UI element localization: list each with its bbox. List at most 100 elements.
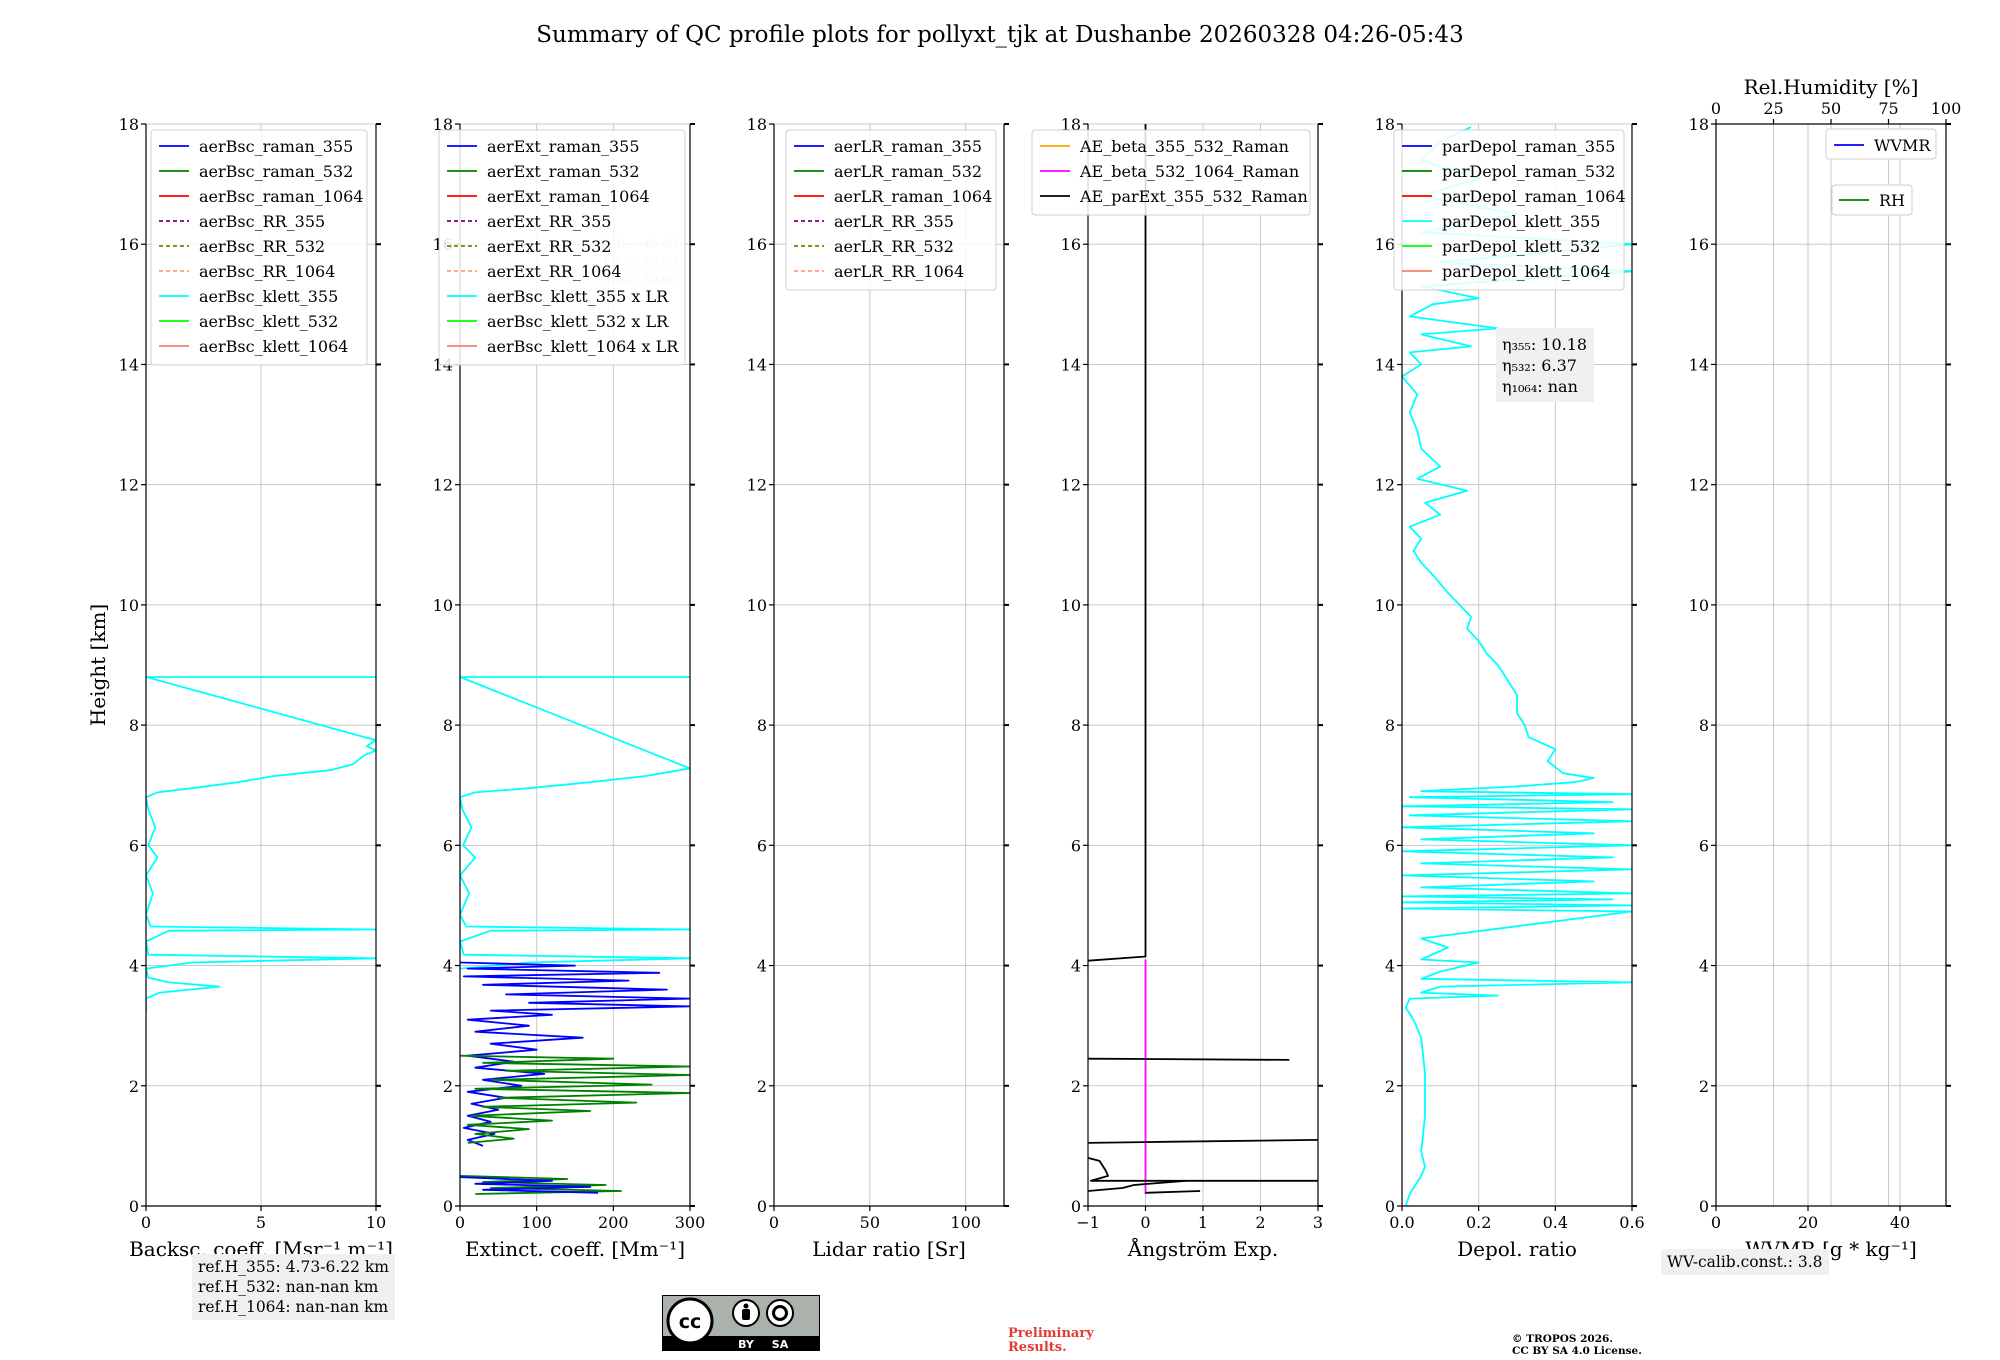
y-tick-label: 2 [1699, 1077, 1709, 1096]
y-tick-label: 14 [1689, 355, 1709, 374]
legend-label: RH [1879, 191, 1905, 210]
panel-5: 0 2 4 6 8 10 12 14 16 18 0.0 0.2 0.4 0.6 Depol. ratio p… [1375, 115, 1645, 1261]
legend-box [1031, 129, 1311, 216]
panel-2: 0246810121416180100200300Extinct. coeff.… [433, 115, 706, 1261]
series-aerBsc_klett_355 x LR [460, 676, 690, 970]
eta-annotation: η₃₅₅: 10.18 η₅₃₂: 6.37 η₁₀₆₄: nan [1496, 328, 1594, 402]
legend-label: parDepol_klett_1064 [1442, 262, 1611, 281]
x-tick-label: 0.0 [1389, 1213, 1414, 1232]
legend-label: aerExt_raman_532 [487, 162, 640, 181]
legend-label: parDepol_klett_355 [1442, 212, 1600, 231]
cc-by-sa-badge: cc BY SA [662, 1295, 820, 1351]
y-tick-label: 16 [747, 235, 767, 254]
series-aerExt_raman_532_low [460, 1175, 622, 1195]
y-tick-label: 8 [757, 716, 767, 735]
y-tick-label: 6 [1071, 836, 1081, 855]
legend-label: parDepol_raman_532 [1442, 162, 1615, 181]
x-tick-label: 3 [1313, 1213, 1323, 1232]
y-tick-label: 12 [747, 476, 767, 495]
top-x-tick-label: 50 [1821, 99, 1841, 118]
legend-rh: RH [1831, 184, 1913, 216]
legend: aerBsc_raman_355 aerBsc_raman_532 aerBsc_r… [150, 129, 368, 366]
legend-label: aerBsc_klett_532 [199, 312, 338, 331]
panel-3: 0 2 4 6 8 10 12 14 16 18 0 50 100 Lidar ratio [Sr] aer… [747, 115, 1009, 1261]
y-tick-label: 8 [1385, 716, 1395, 735]
series-aerExt_raman_355_low [460, 1176, 599, 1194]
series-aerExt_raman_532 [460, 1054, 690, 1144]
top-x-tick-label: 100 [1931, 99, 1962, 118]
y-tick-label: 0 [129, 1197, 139, 1216]
legend-box [1825, 128, 1937, 160]
cc-badge-text: cc [679, 1311, 702, 1333]
legend-label: aerExt_RR_355 [487, 212, 611, 231]
cc-badge-sa: SA [772, 1338, 789, 1351]
y-tick-label: 6 [1699, 836, 1709, 855]
legend-label: aerBsc_RR_532 [199, 237, 325, 256]
y-tick-label: 4 [757, 957, 767, 976]
y-tick-label: 6 [757, 836, 767, 855]
y-tick-label: 4 [1071, 957, 1081, 976]
legend-label: aerExt_RR_532 [487, 237, 611, 256]
legend-label: aerBsc_RR_355 [199, 212, 325, 231]
series-AE_parExt_355_532_Raman_c [1088, 1139, 1318, 1144]
top-x-tick-label: 25 [1763, 99, 1783, 118]
y-tick-label: 18 [1689, 115, 1709, 134]
y-tick-label: 14 [1061, 355, 1081, 374]
top-x-tick-label: 75 [1878, 99, 1898, 118]
y-tick-label: 2 [1071, 1077, 1081, 1096]
y-tick-label: 4 [1699, 957, 1709, 976]
cc-badge-by: BY [738, 1338, 755, 1351]
legend: parDepol_raman_355 parDepol_raman_532 parD… [1393, 129, 1626, 291]
legend-label: aerBsc_klett_532 x LR [487, 312, 669, 331]
legend-label: AE_beta_355_532_Raman [1079, 137, 1289, 156]
legend-box [150, 129, 368, 366]
y-tick-label: 4 [129, 957, 139, 976]
series-AE_parExt_355_532_Raman_b [1088, 1057, 1290, 1061]
series-AE_parExt_355_532_Raman_f [1145, 1190, 1201, 1194]
legend-label: aerLR_raman_355 [834, 137, 982, 156]
legend-label: parDepol_raman_1064 [1442, 187, 1626, 206]
legend-label: aerBsc_RR_1064 [199, 262, 335, 281]
y-tick-label: 4 [443, 957, 453, 976]
series-AE_parExt_355_532_Raman [1088, 124, 1147, 962]
legend-label: parDepol_klett_532 [1442, 237, 1600, 256]
y-tick-label: 18 [119, 115, 139, 134]
legend-label: aerBsc_klett_355 [199, 287, 338, 306]
y-tick-label: 16 [119, 235, 139, 254]
y-tick-label: 16 [1689, 235, 1709, 254]
y-tick-label: 14 [747, 355, 767, 374]
legend-label: aerBsc_raman_355 [199, 137, 353, 156]
y-tick-label: 18 [747, 115, 767, 134]
y-tick-label: 12 [1061, 476, 1081, 495]
legend-box [1393, 129, 1625, 291]
x-tick-label: 0 [769, 1213, 779, 1232]
x-tick-label: 0.6 [1619, 1213, 1644, 1232]
legend-label: AE_beta_532_1064_Raman [1079, 162, 1299, 181]
y-tick-label: 8 [443, 716, 453, 735]
legend-label: aerLR_raman_532 [834, 162, 982, 181]
x-tick-label: −1 [1076, 1213, 1100, 1232]
x-tick-label: 10 [366, 1213, 386, 1232]
y-tick-label: 18 [433, 115, 453, 134]
wv-calib-box: WV-calib.const.: 3.8 [1661, 1249, 1829, 1275]
legend: AE_beta_355_532_Raman AE_beta_532_1064_Ra… [1031, 129, 1311, 216]
y-tick-label: 18 [1375, 115, 1395, 134]
x-axis-label: Depol. ratio [1457, 1237, 1577, 1261]
x-tick-label: 0 [1711, 1213, 1721, 1232]
y-tick-label: 12 [1375, 476, 1395, 495]
top-x-axis-label: Rel.Humidity [%] [1744, 75, 1919, 99]
y-tick-label: 10 [747, 596, 767, 615]
y-tick-label: 0 [1385, 1197, 1395, 1216]
y-tick-label: 16 [1061, 235, 1081, 254]
x-tick-label: 300 [675, 1213, 706, 1232]
y-tick-label: 8 [1699, 716, 1709, 735]
legend-box [1831, 184, 1913, 216]
series-aerBsc_klett_355 [146, 676, 376, 1014]
top-x-tick-label: 0 [1711, 99, 1721, 118]
series-AE_parExt_355_532_Raman_e [1088, 1179, 1186, 1192]
x-tick-label: 0 [141, 1213, 151, 1232]
y-tick-label: 2 [757, 1077, 767, 1096]
